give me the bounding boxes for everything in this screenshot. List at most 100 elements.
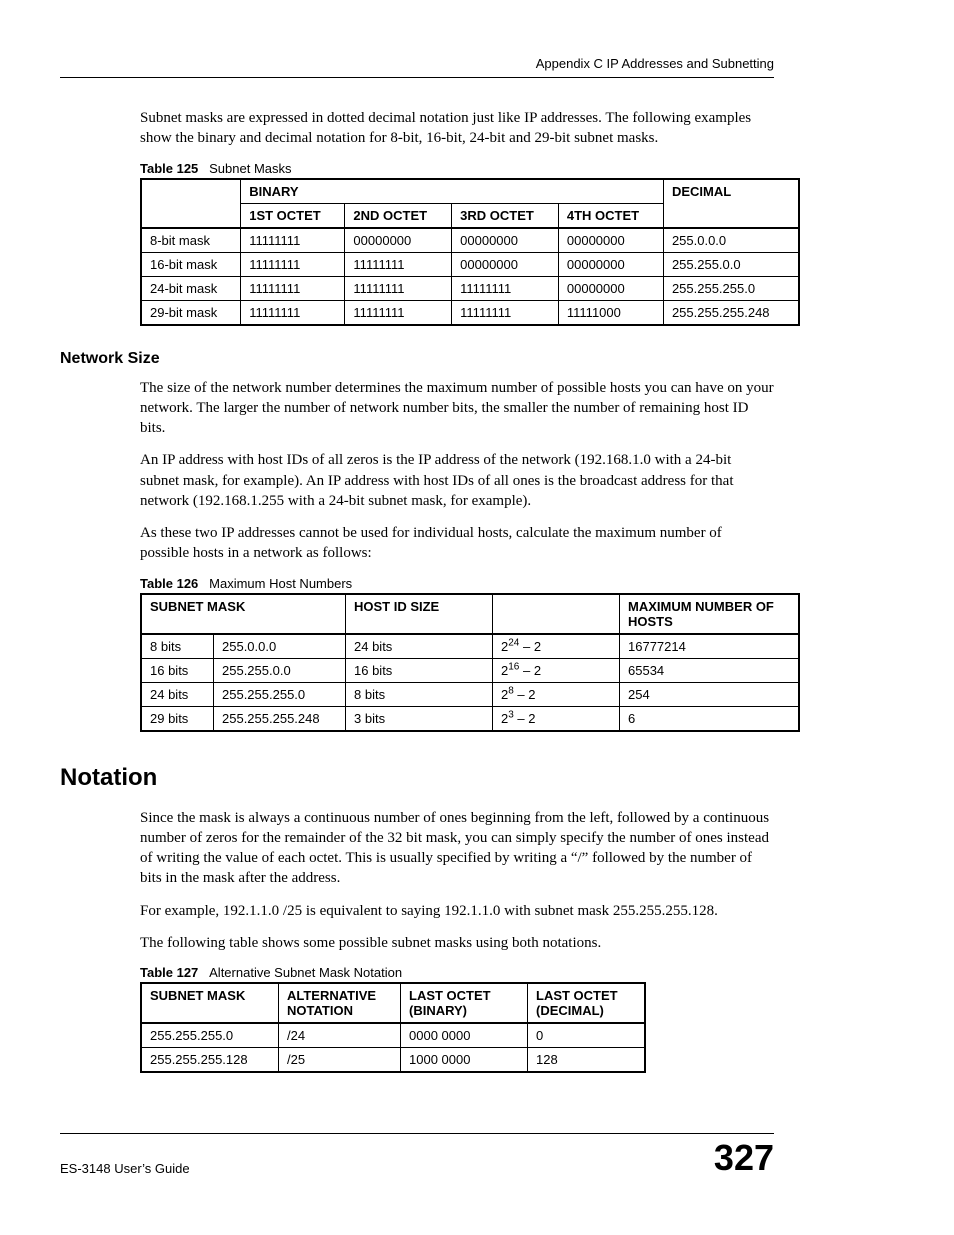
table127-h1: SUBNET MASK: [141, 983, 279, 1023]
cell: 255.255.0.0: [663, 252, 799, 276]
cell: 00000000: [558, 252, 663, 276]
cell: 11111111: [345, 252, 452, 276]
cell: 11111111: [345, 276, 452, 300]
cell: 8 bits: [346, 682, 493, 706]
cell: 16 bits: [141, 658, 214, 682]
cell: 29 bits: [141, 706, 214, 731]
cell: 255.255.255.0: [141, 1023, 279, 1048]
cell: 29-bit mask: [141, 300, 241, 325]
table-row: 8-bit mask111111110000000000000000000000…: [141, 228, 799, 253]
cell: 254: [620, 682, 800, 706]
network-size-p1: The size of the network number determine…: [140, 378, 774, 439]
cell: 0000 0000: [401, 1023, 528, 1048]
cell: 11111111: [241, 228, 345, 253]
cell: 11111111: [241, 276, 345, 300]
table125-binary-header: BINARY: [241, 179, 664, 204]
cell: 23 – 2: [493, 706, 620, 731]
table126-h4: MAXIMUM NUMBER OF HOSTS: [620, 594, 800, 634]
cell: 8-bit mask: [141, 228, 241, 253]
cell: 128: [528, 1048, 646, 1073]
table126-caption: Table 126 Maximum Host Numbers: [140, 576, 774, 591]
cell: 16-bit mask: [141, 252, 241, 276]
notation-p1: Since the mask is always a continuous nu…: [140, 808, 774, 889]
cell: 11111000: [558, 300, 663, 325]
cell: 3 bits: [346, 706, 493, 731]
cell: 24 bits: [141, 682, 214, 706]
cell: 00000000: [452, 228, 559, 253]
table125-decimal-header: DECIMAL: [663, 179, 799, 228]
cell: 11111111: [241, 300, 345, 325]
cell: 16777214: [620, 634, 800, 659]
notation-heading: Notation: [60, 764, 774, 792]
table-row: 24 bits255.255.255.08 bits28 – 2254: [141, 682, 799, 706]
table-row: 24-bit mask11111111111111111111111100000…: [141, 276, 799, 300]
table-row: 255.255.255.128/251000 0000128: [141, 1048, 645, 1073]
table127-h4: LAST OCTET (DECIMAL): [528, 983, 646, 1023]
cell: 255.255.255.0: [214, 682, 346, 706]
footer-guide-name: ES-3148 User’s Guide: [60, 1161, 190, 1176]
cell: 216 – 2: [493, 658, 620, 682]
page-number: 327: [714, 1140, 774, 1176]
cell: 0: [528, 1023, 646, 1048]
table-row: 255.255.255.0/240000 00000: [141, 1023, 645, 1048]
table127-caption-title: Alternative Subnet Mask Notation: [209, 965, 402, 980]
cell: 255.255.255.248: [663, 300, 799, 325]
table125-caption-num: Table 125: [140, 161, 198, 176]
cell: 224 – 2: [493, 634, 620, 659]
cell: 00000000: [558, 228, 663, 253]
notation-p3: The following table shows some possible …: [140, 933, 774, 953]
cell: 11111111: [452, 300, 559, 325]
page-footer: ES-3148 User’s Guide 327: [60, 1133, 774, 1176]
table126-h3: [493, 594, 620, 634]
table125-col3: 3RD OCTET: [452, 203, 559, 228]
table125-caption: Table 125 Subnet Masks: [140, 161, 774, 176]
table127-h3: LAST OCTET (BINARY): [401, 983, 528, 1023]
table127-caption-num: Table 127: [140, 965, 198, 980]
table126: SUBNET MASK HOST ID SIZE MAXIMUM NUMBER …: [140, 593, 800, 732]
cell: 255.255.255.248: [214, 706, 346, 731]
table127: SUBNET MASK ALTERNATIVE NOTATION LAST OC…: [140, 982, 646, 1073]
cell: 11111111: [452, 276, 559, 300]
table-row: 29 bits255.255.255.2483 bits23 – 26: [141, 706, 799, 731]
table127-caption: Table 127 Alternative Subnet Mask Notati…: [140, 965, 774, 980]
cell: 00000000: [558, 276, 663, 300]
cell: 255.0.0.0: [663, 228, 799, 253]
cell: 65534: [620, 658, 800, 682]
cell: 8 bits: [141, 634, 214, 659]
cell: 24 bits: [346, 634, 493, 659]
table-row: 8 bits255.0.0.024 bits224 – 216777214: [141, 634, 799, 659]
cell: /24: [279, 1023, 401, 1048]
table126-h1: SUBNET MASK: [141, 594, 346, 634]
intro-paragraph: Subnet masks are expressed in dotted dec…: [140, 108, 774, 149]
cell: 6: [620, 706, 800, 731]
network-size-p2: An IP address with host IDs of all zeros…: [140, 450, 774, 511]
table125-caption-title: Subnet Masks: [209, 161, 291, 176]
network-size-p3: As these two IP addresses cannot be used…: [140, 523, 774, 564]
table126-h2: HOST ID SIZE: [346, 594, 493, 634]
cell: 255.0.0.0: [214, 634, 346, 659]
table-row: 16 bits255.255.0.016 bits216 – 265534: [141, 658, 799, 682]
cell: 24-bit mask: [141, 276, 241, 300]
network-size-heading: Network Size: [60, 350, 774, 368]
running-header: Appendix C IP Addresses and Subnetting: [60, 56, 774, 78]
table-row: 16-bit mask11111111111111110000000000000…: [141, 252, 799, 276]
table126-caption-title: Maximum Host Numbers: [209, 576, 352, 591]
table125-col4: 4TH OCTET: [558, 203, 663, 228]
cell: 11111111: [345, 300, 452, 325]
table127-h2: ALTERNATIVE NOTATION: [279, 983, 401, 1023]
table125: BINARY DECIMAL 1ST OCTET 2ND OCTET 3RD O…: [140, 178, 800, 326]
cell: 1000 0000: [401, 1048, 528, 1073]
cell: 255.255.255.0: [663, 276, 799, 300]
table125-col2: 2ND OCTET: [345, 203, 452, 228]
cell: 00000000: [345, 228, 452, 253]
table126-caption-num: Table 126: [140, 576, 198, 591]
cell: 255.255.0.0: [214, 658, 346, 682]
table-row: 29-bit mask11111111111111111111111111111…: [141, 300, 799, 325]
table125-col1: 1ST OCTET: [241, 203, 345, 228]
cell: 16 bits: [346, 658, 493, 682]
cell: 11111111: [241, 252, 345, 276]
notation-p2: For example, 192.1.1.0 /25 is equivalent…: [140, 901, 774, 921]
cell: 00000000: [452, 252, 559, 276]
cell: 255.255.255.128: [141, 1048, 279, 1073]
cell: 28 – 2: [493, 682, 620, 706]
